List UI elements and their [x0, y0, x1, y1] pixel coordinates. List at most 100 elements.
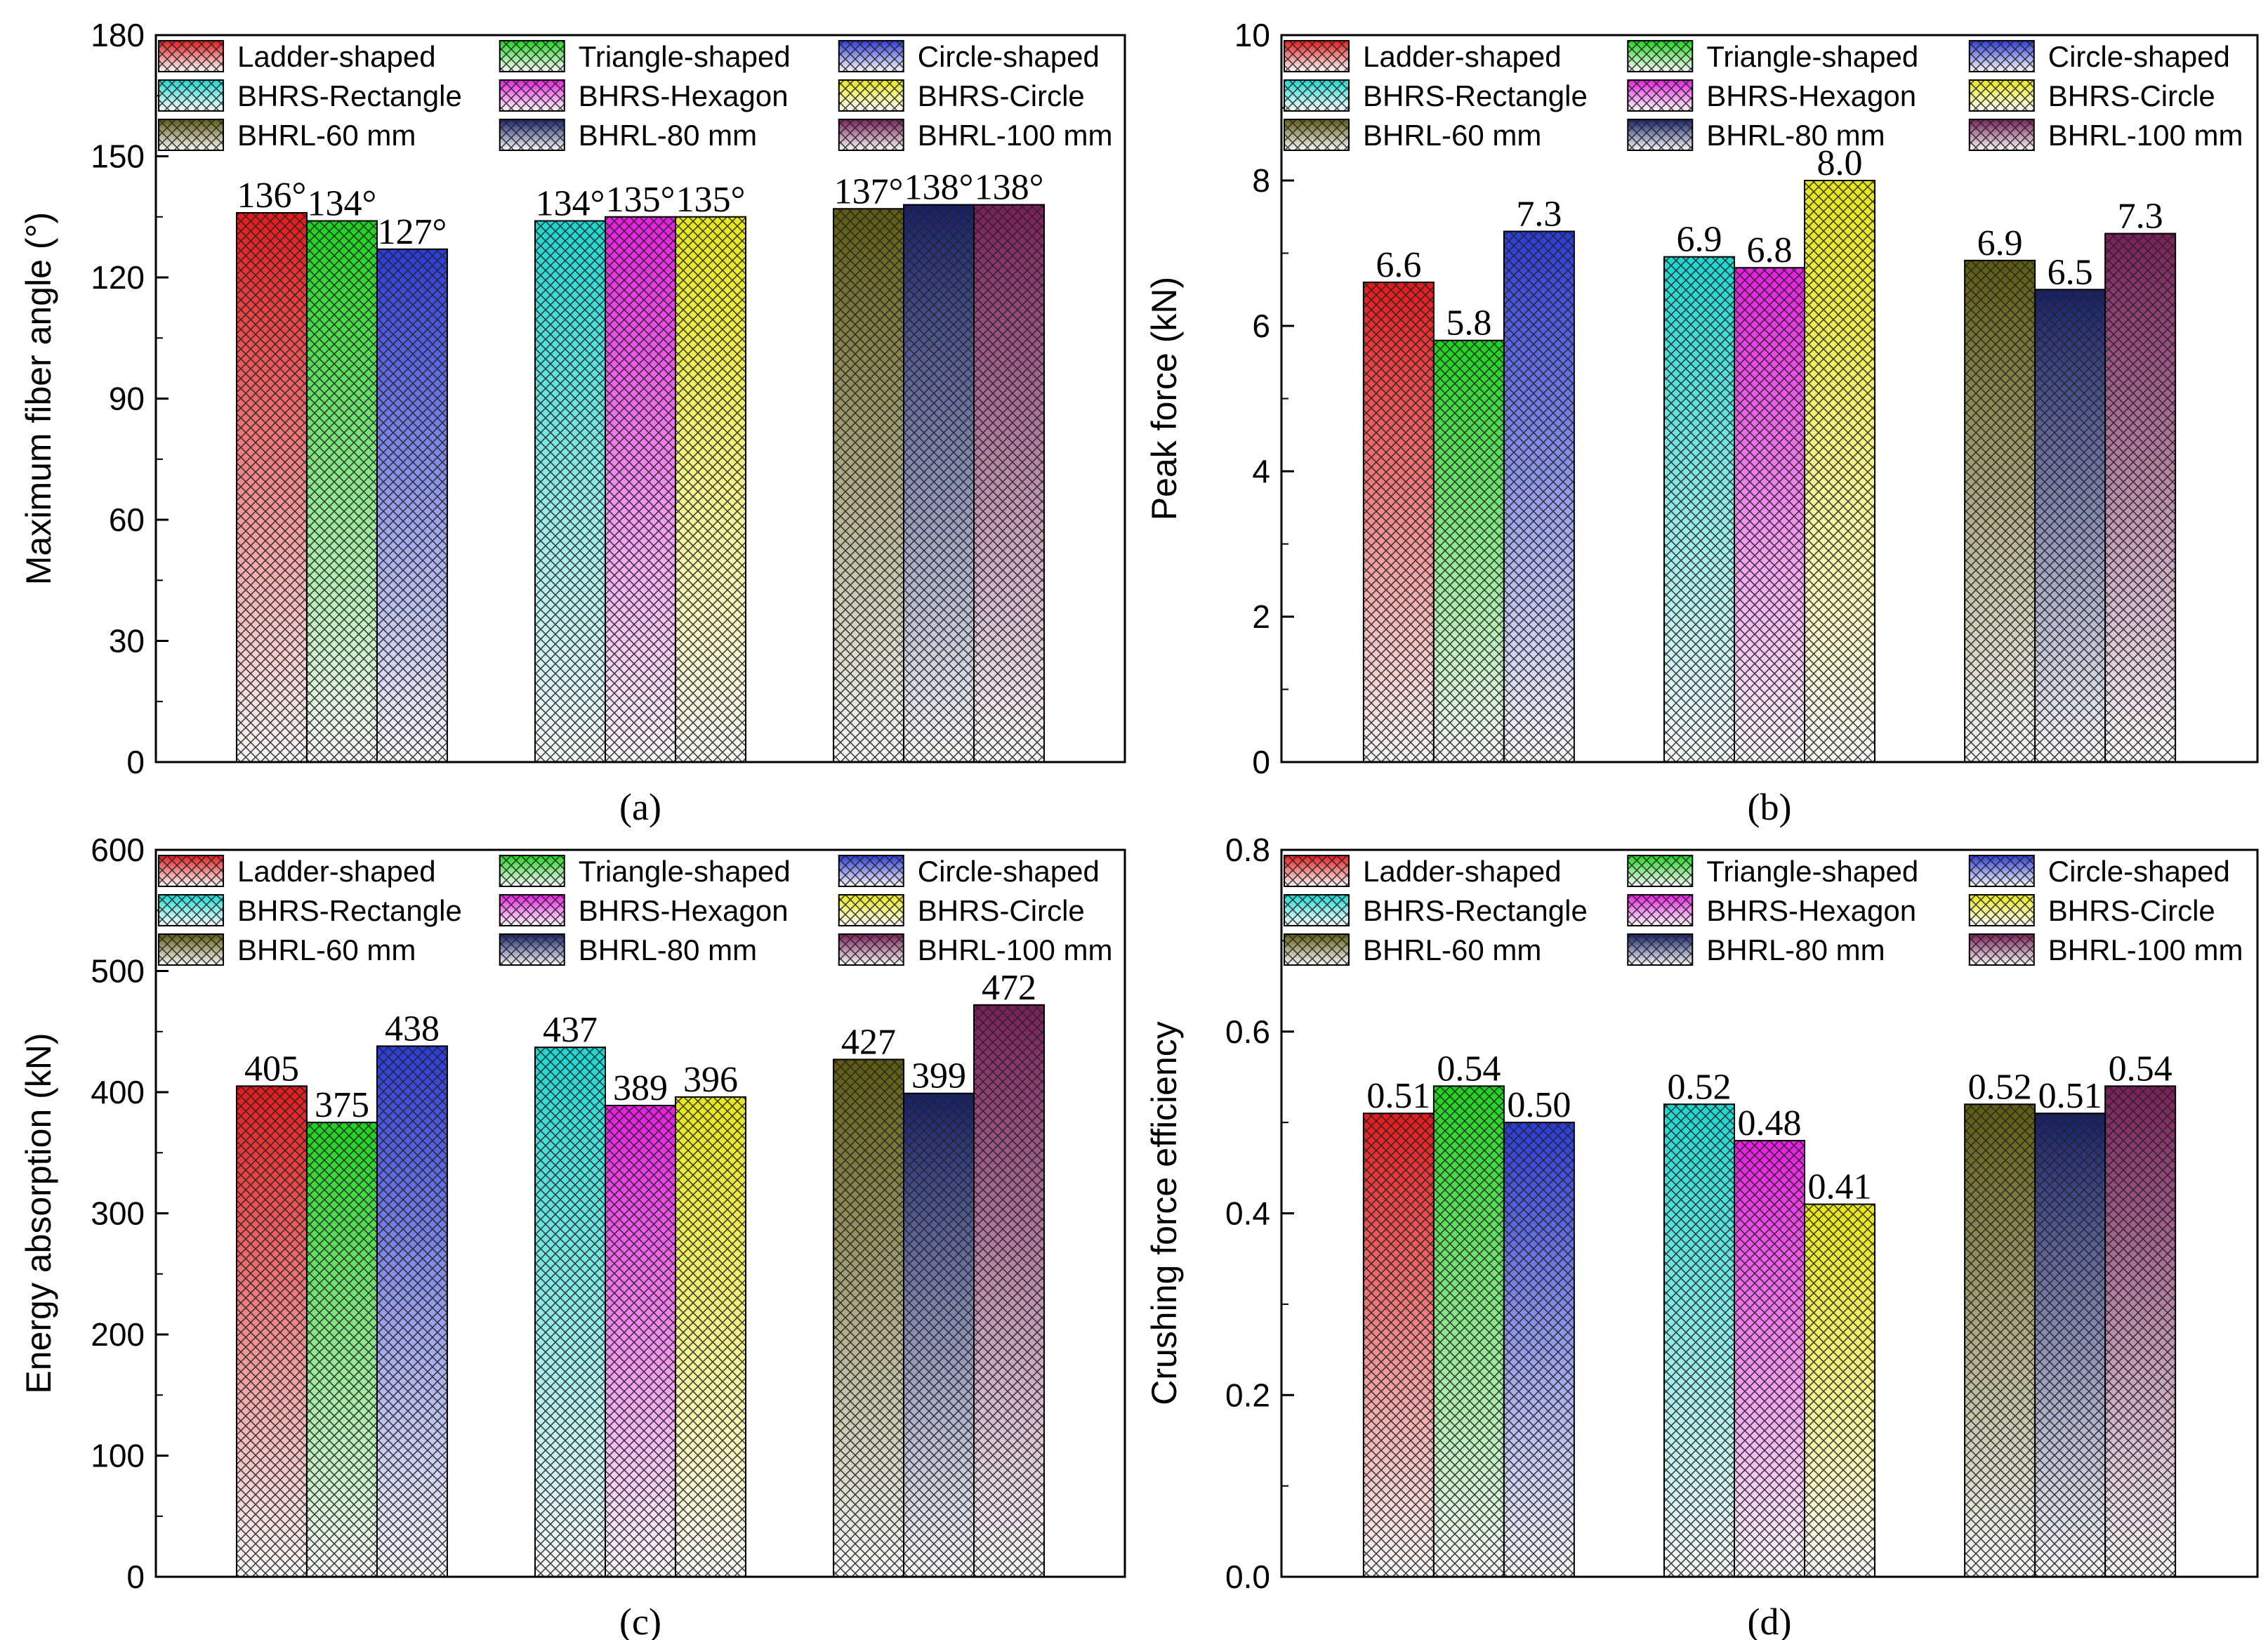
bar [2034, 1113, 2107, 1577]
y-tick-label: 10 [1234, 17, 1270, 53]
y-tick-label: 4 [1252, 453, 1270, 490]
y-tick-label: 300 [91, 1195, 145, 1232]
data-label: 0.51 [2038, 1076, 2102, 1116]
bar [2104, 232, 2177, 763]
legend-label: BHRL-100 mm [918, 119, 1113, 152]
legend-label: BHRL-60 mm [237, 933, 416, 966]
bar [1964, 259, 2036, 763]
y-tick-label: 6 [1252, 308, 1270, 344]
legend-entry: BHRL-60 mm [158, 119, 416, 152]
data-label: 396 [683, 1060, 738, 1100]
data-label: 375 [315, 1085, 369, 1125]
legend-label: BHRL-100 mm [918, 933, 1113, 966]
y-tick-label: 0.8 [1225, 832, 1270, 868]
legend-entry: BHRL-100 mm [838, 933, 1113, 966]
panel-1: 136° 134°127°134° 135° 135° 137° 138° 138°0306… [19, 17, 1126, 828]
bar [1663, 256, 1735, 763]
legend-entry: BHRS-Circle [1968, 79, 2215, 112]
legend-entry: Ladder-shaped [158, 40, 436, 73]
legend-entry: BHRS-Hexagon [1627, 894, 1916, 927]
legend-entry: BHRS-Hexagon [499, 894, 789, 927]
y-tick-label: 8 [1252, 162, 1270, 199]
legend: Ladder-shaped Triangle-shaped Circle-shape… [158, 40, 1113, 152]
data-label: 127° [378, 212, 447, 252]
legend-entry: Triangle-shaped [499, 40, 791, 73]
data-label: 0.51 [1366, 1076, 1430, 1116]
legend-label: Circle-shaped [2048, 40, 2230, 73]
legend-entry: BHRS-Circle [838, 79, 1085, 112]
legend-label: BHRS-Hexagon [579, 79, 789, 112]
legend-entry: BHRS-Rectangle [1284, 79, 1588, 112]
legend-label: BHRS-Hexagon [1706, 79, 1916, 112]
legend-entry: Circle-shaped [1968, 40, 2230, 73]
data-label: 0.48 [1738, 1103, 1802, 1143]
bar [1362, 1113, 1435, 1577]
legend-entry: BHRL-100 mm [838, 119, 1113, 152]
data-label: 6.9 [1677, 220, 1722, 260]
legend-label: Triangle-shaped [579, 40, 791, 73]
legend-entry: Ladder-shaped [158, 855, 436, 888]
bar [376, 1045, 448, 1577]
legend-label: BHRS-Circle [918, 79, 1085, 112]
bar [1432, 339, 1505, 763]
legend-entry: BHRS-Circle [838, 894, 1085, 927]
y-tick-label: 500 [91, 953, 145, 990]
data-label: 7.3 [1516, 194, 1562, 234]
bar [1734, 267, 1805, 763]
bar [973, 204, 1046, 763]
legend-label: BHRL-100 mm [2048, 119, 2243, 152]
y-axis-label: Maximum fiber angle (°) [19, 212, 58, 585]
y-tick-label: 200 [91, 1316, 145, 1353]
legend-entry: BHRL-60 mm [158, 933, 416, 966]
y-tick-label: 0 [126, 744, 145, 780]
data-label: 0.41 [1808, 1167, 1872, 1207]
bar [903, 204, 975, 763]
legend-label: Circle-shaped [918, 40, 1100, 73]
y-tick-label: 60 [109, 501, 145, 538]
legend-label: BHRS-Circle [2048, 894, 2215, 927]
legend-entry: BHRS-Rectangle [158, 79, 462, 112]
panel-label: (c) [619, 1601, 661, 1640]
legend-label: BHRS-Hexagon [579, 894, 789, 927]
data-label: 0.52 [1968, 1067, 2032, 1107]
legend-label: BHRL-80 mm [579, 933, 757, 966]
legend-label: BHRL-100 mm [2048, 933, 2243, 966]
bar [1734, 1140, 1805, 1577]
legend-entry: BHRL-60 mm [1284, 119, 1541, 152]
y-tick-label: 100 [91, 1438, 145, 1474]
bar [973, 1004, 1046, 1578]
data-label: 7.3 [2118, 197, 2163, 237]
y-tick-label: 90 [109, 381, 145, 417]
legend-label: Ladder-shaped [1363, 855, 1562, 888]
legend-entry: BHRL-80 mm [1627, 933, 1885, 966]
legend-label: Triangle-shaped [1706, 40, 1918, 73]
bar [235, 1085, 308, 1577]
legend-entry: BHRS-Rectangle [158, 894, 462, 927]
legend-label: Ladder-shaped [237, 855, 436, 888]
data-label: 6.9 [1977, 223, 2023, 263]
legend-label: BHRL-80 mm [579, 119, 757, 152]
legend-entry: BHRS-Circle [1968, 894, 2215, 927]
data-label: 5.8 [1446, 303, 1491, 343]
legend-label: BHRS-Circle [2048, 79, 2215, 112]
data-label: 137° [834, 171, 904, 211]
legend-entry: Circle-shaped [1968, 855, 2230, 888]
legend: Ladder-shaped Triangle-shaped Circle-shape… [158, 855, 1113, 966]
legend-entry: Ladder-shaped [1284, 40, 1562, 73]
legend-entry: BHRL-80 mm [499, 119, 757, 152]
data-label: 472 [982, 968, 1036, 1008]
data-label: 438 [385, 1009, 440, 1049]
bar [833, 1058, 905, 1578]
legend: Ladder-shaped Triangle-shaped Circle-shape… [1284, 40, 2243, 152]
bar [675, 1096, 746, 1577]
bar [903, 1092, 975, 1577]
panel-label: (b) [1748, 786, 1792, 828]
legend-label: BHRS-Rectangle [1363, 894, 1588, 927]
bar [2034, 289, 2107, 763]
panel-label: (d) [1748, 1601, 1792, 1640]
data-label: 138° [904, 168, 974, 208]
panel-2: 6.6 5.8 7.3 6.9 6.8 8.0 6.9 6.5 7.3 0 2 4 6 8 10 Peak f… [1145, 17, 2259, 828]
bar [2104, 1085, 2177, 1577]
legend-label: BHRS-Circle [918, 894, 1085, 927]
